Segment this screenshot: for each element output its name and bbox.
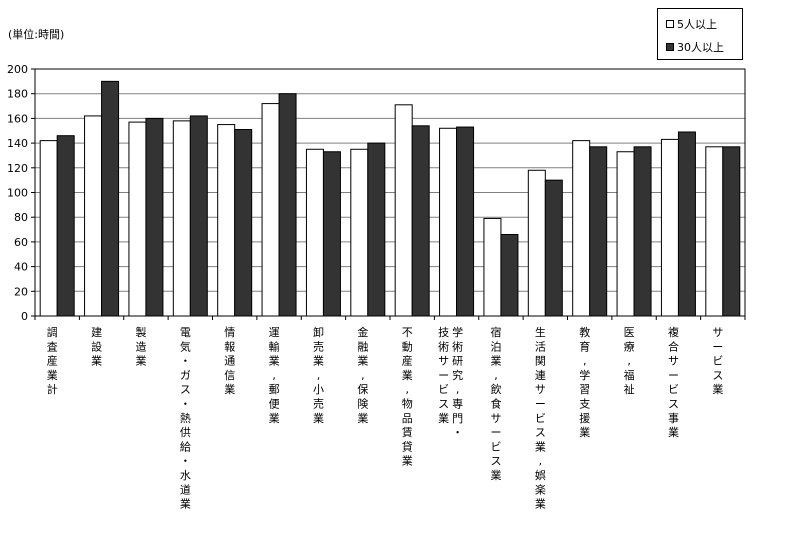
x-category-label: 宿泊業,飲食サービス業 bbox=[490, 325, 501, 482]
bar-series-2 bbox=[145, 117, 164, 317]
x-category-label: 複合サービス事業 bbox=[668, 325, 679, 439]
y-tick-label: 200 bbox=[7, 63, 28, 76]
bar-series-2 bbox=[101, 80, 120, 317]
bar-series-2 bbox=[234, 129, 253, 317]
legend: 5人以上 30人以上 bbox=[657, 8, 743, 60]
y-tick-label: 100 bbox=[7, 187, 28, 200]
x-category-label: 製造業 bbox=[135, 325, 146, 368]
x-category-label: 生活関連サービス業,娯楽業 bbox=[535, 325, 546, 511]
bar-series-2 bbox=[456, 126, 475, 317]
bar-series-2 bbox=[500, 233, 519, 317]
bar-series-1 bbox=[527, 169, 546, 317]
bar-series-1 bbox=[660, 138, 679, 317]
bar-series-1 bbox=[261, 103, 280, 317]
plot-frame bbox=[34, 68, 746, 317]
bar-series-2 bbox=[322, 151, 341, 317]
y-tick-label: 20 bbox=[14, 285, 28, 298]
bar-series-1 bbox=[305, 148, 324, 317]
legend-swatch-series-1 bbox=[666, 20, 674, 28]
x-category-label: 金融業,保険業 bbox=[357, 325, 368, 425]
x-category-label: 建設業 bbox=[91, 325, 102, 368]
y-tick-label: 140 bbox=[7, 137, 28, 150]
bar-series-2 bbox=[722, 146, 741, 317]
y-tick-label: 0 bbox=[21, 310, 28, 323]
bar-series-2 bbox=[189, 115, 208, 317]
bar-series-1 bbox=[572, 140, 591, 317]
y-tick-label: 80 bbox=[14, 211, 28, 224]
bar-series-1 bbox=[350, 148, 369, 317]
bar-series-1 bbox=[84, 115, 103, 317]
bar-series-2 bbox=[278, 93, 297, 317]
x-category-label: 電気・ガス・熱供給・水道業 bbox=[180, 326, 191, 511]
x-category-label: 情報通信業 bbox=[224, 326, 235, 396]
bar-series-2 bbox=[56, 135, 75, 317]
bar-series-1 bbox=[217, 124, 236, 317]
legend-swatch-series-2 bbox=[666, 43, 674, 51]
bar-series-1 bbox=[439, 127, 458, 317]
legend-label-series-2: 30人以上 bbox=[677, 41, 724, 54]
legend-item-series-1: 5人以上 bbox=[666, 16, 717, 32]
bar-series-1 bbox=[616, 151, 635, 317]
x-category-label: 学術研究,専門・ bbox=[452, 325, 463, 439]
bar-series-2 bbox=[367, 142, 386, 317]
bar-series-1 bbox=[483, 217, 502, 317]
x-category-label: 調査産業計 bbox=[47, 325, 58, 396]
y-tick-label: 120 bbox=[7, 162, 28, 175]
bar-series-2 bbox=[677, 131, 696, 317]
x-category-label: 運輸業,郵便業 bbox=[269, 326, 280, 425]
x-category-label: サービス業 bbox=[712, 326, 723, 396]
bar-series-1 bbox=[394, 104, 413, 317]
x-category-label: 教育,学習支援業 bbox=[579, 326, 590, 439]
unit-label: (単位:時間) bbox=[8, 28, 65, 41]
bar-series-1 bbox=[705, 146, 724, 317]
bar-series-1 bbox=[128, 121, 147, 317]
legend-item-series-2: 30人以上 bbox=[666, 39, 724, 55]
legend-label-series-1: 5人以上 bbox=[677, 18, 717, 31]
y-tick-label: 60 bbox=[14, 236, 28, 249]
y-tick-label: 180 bbox=[7, 88, 28, 101]
bar-series-2 bbox=[411, 125, 430, 317]
y-tick-label: 160 bbox=[7, 112, 28, 125]
bar-series-2 bbox=[544, 179, 563, 317]
bar-series-1 bbox=[172, 120, 191, 317]
bar-series-2 bbox=[589, 146, 608, 317]
x-category-label: 技術サービス業 bbox=[438, 326, 449, 425]
bar-series-2 bbox=[633, 146, 652, 317]
x-category-label: 医療,福祉 bbox=[624, 326, 635, 396]
y-tick-label: 40 bbox=[14, 261, 28, 274]
x-category-label: 卸売業,小売業 bbox=[313, 325, 324, 425]
x-category-label: 不動産業,物品賃貸業 bbox=[402, 326, 413, 468]
bar-series-1 bbox=[39, 140, 58, 317]
